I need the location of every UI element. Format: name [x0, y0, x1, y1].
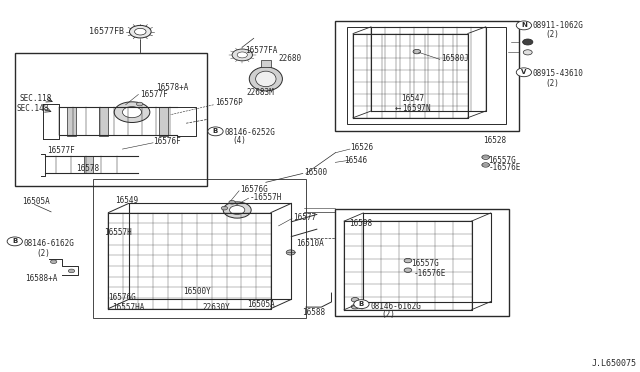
Circle shape — [223, 202, 251, 218]
Circle shape — [237, 52, 247, 58]
Text: SEC.148: SEC.148 — [17, 104, 49, 113]
Text: 08146-6252G: 08146-6252G — [225, 128, 275, 137]
Text: (2): (2) — [382, 310, 396, 319]
Circle shape — [134, 28, 146, 35]
Text: 16577: 16577 — [293, 213, 316, 222]
Text: 22680: 22680 — [278, 54, 301, 63]
Circle shape — [68, 269, 75, 273]
Circle shape — [523, 39, 533, 45]
Text: 16577F: 16577F — [140, 90, 168, 99]
Text: 08915-43610: 08915-43610 — [533, 69, 584, 78]
Text: 16598: 16598 — [349, 219, 372, 228]
Bar — [260, 61, 271, 67]
Bar — [347, 27, 506, 124]
Bar — [84, 156, 93, 173]
Circle shape — [51, 260, 57, 263]
Text: 16557HA: 16557HA — [111, 303, 144, 312]
Text: 08146-6162G: 08146-6162G — [24, 239, 75, 248]
Text: 22630Y: 22630Y — [202, 303, 230, 312]
Circle shape — [129, 25, 151, 38]
Ellipse shape — [249, 67, 282, 91]
Circle shape — [354, 300, 369, 309]
Text: (2): (2) — [545, 79, 559, 88]
Circle shape — [136, 102, 143, 106]
Text: N: N — [521, 22, 527, 28]
Circle shape — [413, 49, 420, 54]
Circle shape — [232, 49, 252, 61]
Text: 16546: 16546 — [344, 155, 367, 165]
Text: 16578+A: 16578+A — [156, 83, 189, 92]
Circle shape — [482, 155, 490, 160]
Text: V: V — [521, 69, 527, 75]
Circle shape — [524, 50, 532, 55]
Text: 16588+A: 16588+A — [26, 274, 58, 283]
Ellipse shape — [255, 71, 276, 87]
Text: SEC.118: SEC.118 — [19, 94, 52, 103]
Text: 16557G: 16557G — [411, 259, 439, 268]
Circle shape — [482, 163, 490, 167]
Text: 16549: 16549 — [115, 196, 138, 205]
Text: 16576G: 16576G — [108, 294, 136, 302]
Text: 16557G: 16557G — [488, 155, 516, 165]
Text: 16576P: 16576P — [215, 99, 243, 108]
Circle shape — [516, 68, 532, 77]
Text: 16510A: 16510A — [296, 240, 324, 248]
Text: 16580J: 16580J — [441, 54, 469, 63]
Circle shape — [114, 102, 150, 122]
Text: 16576G: 16576G — [241, 185, 268, 194]
Text: 16577FB: 16577FB — [89, 27, 124, 36]
Circle shape — [351, 298, 359, 302]
Text: 16578: 16578 — [77, 164, 100, 173]
Text: 22683M: 22683M — [246, 88, 275, 97]
Text: (2): (2) — [545, 30, 559, 39]
Circle shape — [7, 237, 22, 246]
Circle shape — [516, 21, 532, 30]
Circle shape — [208, 127, 223, 136]
Text: 16526: 16526 — [350, 144, 373, 153]
Text: $\mathsf{\leftarrow}$16597N: $\mathsf{\leftarrow}$16597N — [394, 102, 432, 113]
Text: 16500Y: 16500Y — [183, 287, 211, 296]
Text: 16576F: 16576F — [153, 137, 180, 146]
Text: 16500: 16500 — [304, 168, 327, 177]
Circle shape — [230, 206, 245, 214]
Text: B: B — [213, 128, 218, 134]
Bar — [67, 107, 76, 136]
Text: 16505A: 16505A — [247, 300, 275, 310]
Circle shape — [221, 206, 228, 210]
Text: J.L650075: J.L650075 — [592, 359, 637, 368]
Text: 16577F: 16577F — [47, 147, 75, 155]
Bar — [99, 107, 108, 136]
Text: -16576E: -16576E — [488, 163, 520, 172]
Text: B: B — [12, 238, 17, 244]
Bar — [335, 20, 519, 131]
Circle shape — [404, 259, 412, 263]
Text: 16547: 16547 — [401, 94, 424, 103]
Circle shape — [229, 201, 236, 204]
Circle shape — [122, 107, 141, 118]
Text: 16505A: 16505A — [22, 198, 49, 206]
Text: 16577FA: 16577FA — [245, 46, 277, 55]
Circle shape — [404, 268, 412, 272]
Text: 08911-1062G: 08911-1062G — [533, 21, 584, 30]
Text: (2): (2) — [36, 249, 51, 258]
Text: 16557H: 16557H — [104, 228, 132, 237]
Bar — [15, 53, 207, 186]
Text: 08146-6162G: 08146-6162G — [371, 302, 421, 311]
Text: -16576E: -16576E — [413, 269, 446, 278]
Text: 16588: 16588 — [302, 308, 325, 317]
Circle shape — [351, 305, 359, 309]
Text: (4): (4) — [232, 136, 246, 145]
Text: B: B — [359, 301, 364, 307]
Text: 16528: 16528 — [483, 136, 506, 145]
Bar — [159, 107, 168, 136]
Bar — [335, 209, 509, 316]
Circle shape — [286, 250, 295, 255]
Text: -16557H: -16557H — [250, 193, 282, 202]
Bar — [93, 179, 306, 318]
